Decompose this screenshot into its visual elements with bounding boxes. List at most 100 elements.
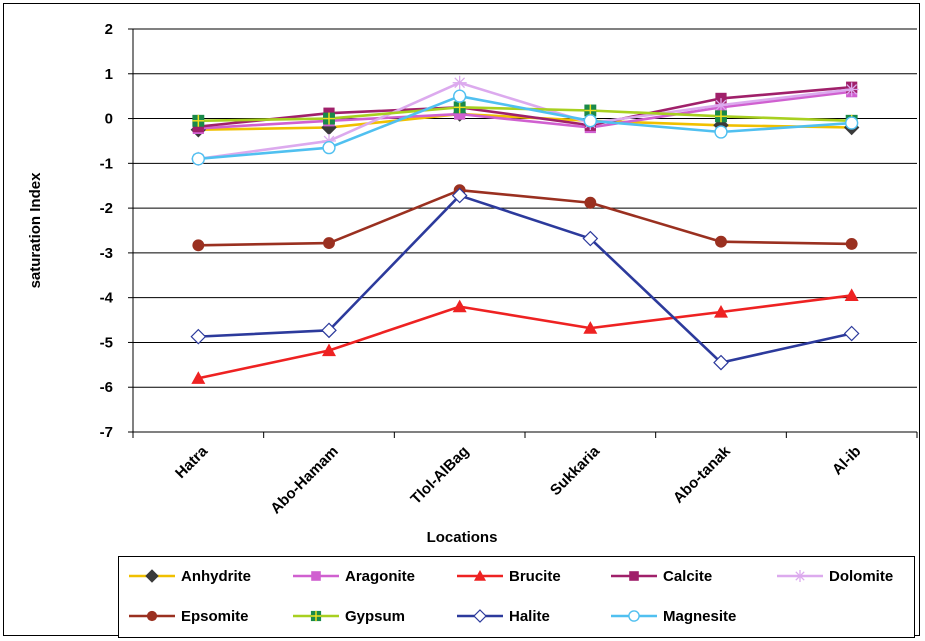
series-line-calcite (198, 85, 852, 128)
line-chart: 2 1 0 -1 -2 -3 -4 -5 -6 -7 Hatra Abo-Hamam Tlol-AlB… (27, 21, 918, 546)
legend-item-halite: Halite (455, 603, 550, 629)
x-tick-label: Sukkaria (547, 442, 604, 499)
data-point-gypsum (192, 114, 205, 127)
legend-label: Halite (509, 607, 550, 625)
legend-swatch (777, 570, 823, 582)
series-line-magnesite (198, 94, 852, 161)
y-tick-label: -2 (100, 200, 113, 217)
legend-label: Magnesite (663, 607, 737, 625)
legend-marker (310, 610, 322, 622)
data-point-gypsum (715, 110, 727, 123)
legend-label: Calcite (663, 567, 713, 585)
legend-item-gypsum: Gypsum (291, 603, 405, 629)
data-point-epsomite (584, 196, 597, 209)
marker-arm (454, 77, 466, 89)
data-point-halite (190, 328, 207, 345)
marker-arm (795, 571, 805, 581)
data-point-halite (843, 325, 860, 342)
y-tick-label: 0 (105, 111, 113, 128)
data-point-magnesite (583, 114, 597, 128)
legend-item-calcite: Calcite (609, 563, 712, 589)
data-point-magnesite (322, 141, 336, 155)
legend-swatch (129, 610, 175, 622)
legend-marker (145, 569, 159, 583)
y-tick-label: 1 (105, 66, 113, 83)
legend-label: Dolomite (829, 567, 894, 585)
data-point-epsomite (192, 239, 205, 252)
legend-swatch (611, 610, 657, 622)
legend-swatch (129, 569, 175, 583)
series-line-brucite (198, 294, 852, 380)
data-point-dolomite (452, 75, 467, 90)
series-halite (190, 187, 860, 371)
data-point-halite (321, 322, 337, 339)
legend-marker (629, 571, 639, 581)
y-tick-label: -3 (100, 245, 113, 262)
data-point-halite (713, 354, 729, 371)
data-point-brucite (844, 288, 859, 302)
x-tick-label: Abo-tanak (670, 442, 734, 506)
data-point-brucite (583, 321, 598, 334)
y-tick-label: -5 (100, 334, 113, 351)
x-axis-ticks: Hatra Abo-Hamam Tlol-AlBag Sukkaria Abo-tana… (172, 442, 864, 517)
series-epsomite (192, 184, 858, 252)
data-point-brucite (714, 304, 728, 318)
legend-label: Epsomite (181, 607, 249, 625)
legend: Anhydrite Aragonite Brucite Calcite Dolomite… (118, 556, 915, 638)
legend-swatch (293, 610, 339, 622)
x-tick-label: Tlol-AlBag (407, 443, 472, 508)
legend-label: Aragonite (345, 567, 416, 585)
series-magnesite (191, 89, 859, 166)
data-point-magnesite (191, 152, 205, 166)
y-axis-ticks: 2 1 0 -1 -2 -3 -4 -5 -6 -7 (100, 21, 133, 441)
axes (132, 29, 918, 438)
legend-swatch (457, 609, 503, 623)
legend-item-aragonite: Aragonite (291, 563, 415, 589)
data-point-halite (451, 187, 468, 204)
series-line-aragonite (198, 90, 852, 130)
y-tick-label: 2 (105, 21, 113, 38)
data-point-gypsum (453, 101, 466, 114)
x-tick-label: Hatra (172, 442, 212, 482)
data-point-magnesite (714, 125, 728, 139)
legend-item-brucite: Brucite (455, 563, 561, 589)
legend-marker (473, 609, 487, 623)
series-brucite (191, 288, 859, 384)
y-axis-title: saturation Index (27, 172, 44, 289)
legend-item-epsomite: Epsomite (127, 603, 249, 629)
data-point-halite (582, 230, 599, 247)
y-tick-label: -1 (100, 155, 113, 172)
x-axis-title: Locations (427, 529, 498, 546)
legend-marker (474, 570, 486, 581)
data-point-epsomite (323, 237, 335, 249)
series-group (190, 75, 860, 384)
data-point-brucite (322, 343, 336, 357)
legend-item-anhydrite: Anhydrite (127, 563, 251, 589)
marker-arm (846, 84, 858, 95)
legend-item-magnesite: Magnesite (609, 603, 736, 629)
data-point-magnesite (453, 89, 467, 103)
series-line-epsomite (198, 188, 852, 247)
series-line-halite (198, 194, 852, 364)
legend-marker (794, 570, 806, 582)
data-point-magnesite (845, 116, 859, 130)
data-point-epsomite (715, 235, 727, 248)
legend-label: Brucite (509, 567, 561, 585)
data-point-brucite (452, 299, 467, 313)
legend-swatch (457, 570, 503, 581)
legend-marker (311, 571, 321, 581)
data-point-gypsum (323, 112, 335, 125)
legend-label: Gypsum (345, 607, 406, 625)
data-point-brucite (191, 371, 206, 384)
y-tick-label: -6 (100, 379, 113, 396)
y-tick-label: -7 (100, 424, 113, 441)
chart-frame: 2 1 0 -1 -2 -3 -4 -5 -6 -7 Hatra Abo-Hamam Tlol-AlB… (3, 3, 920, 636)
data-point-dolomite (714, 98, 728, 113)
legend-item-dolomite: Dolomite (775, 563, 893, 589)
data-point-epsomite (845, 237, 858, 250)
legend-marker (146, 610, 158, 622)
series-line-dolomite (198, 81, 852, 161)
x-tick-label: Al-ib (829, 443, 865, 479)
legend-label: Anhydrite (181, 567, 252, 585)
data-point-aragonite (454, 108, 466, 120)
